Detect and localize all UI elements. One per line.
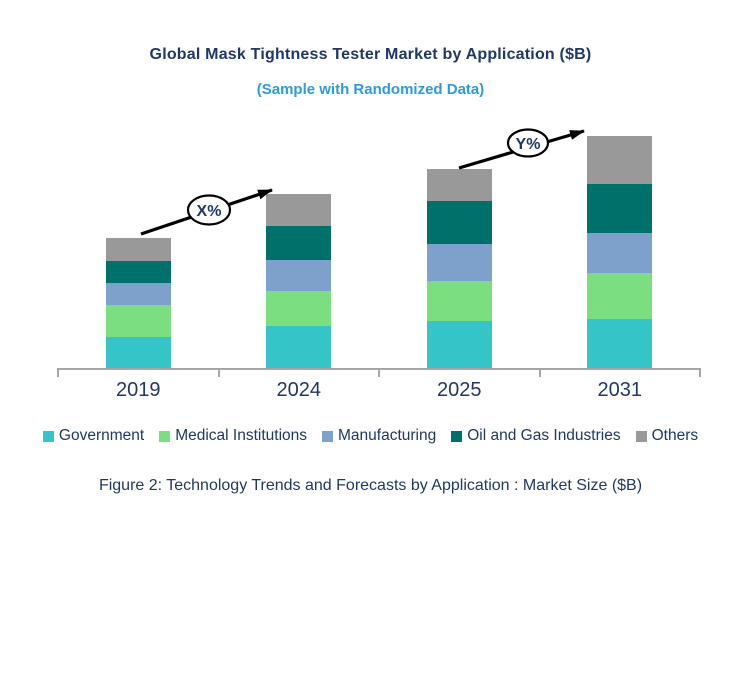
legend-swatch-icon xyxy=(159,430,171,442)
bar-segment xyxy=(105,337,171,368)
bar-segment xyxy=(105,283,171,305)
legend-item: Manufacturing xyxy=(322,427,436,445)
bars-layer xyxy=(0,110,741,410)
x-axis-labels: 2019 2024 2025 2031 xyxy=(0,110,741,410)
growth-annotation-y: Y% xyxy=(458,128,585,170)
x-axis-tick-label: 2031 xyxy=(597,379,643,401)
x-axis-tick xyxy=(699,368,701,377)
legend-item: Medical Institutions xyxy=(159,427,307,445)
legend-item: Others xyxy=(635,427,699,445)
legend-item: Government xyxy=(42,427,145,445)
bar-segment xyxy=(587,319,653,368)
chart-subtitle: (Sample with Randomized Data) xyxy=(256,81,485,98)
bar-segment xyxy=(266,326,332,368)
legend-swatch-icon xyxy=(322,430,333,442)
x-axis-tick-label: 2025 xyxy=(437,379,482,401)
figure-caption: Figure 2: Technology Trends and Forecast… xyxy=(98,477,643,494)
bar-segment xyxy=(266,260,332,291)
bar-segment xyxy=(105,305,171,337)
legend-item: Oil and Gas Industries xyxy=(451,427,621,445)
bar-segment xyxy=(105,261,171,283)
bar-segment xyxy=(426,244,492,281)
legend-label: Manufacturing xyxy=(338,427,437,444)
bar-segment xyxy=(426,281,492,321)
legend-label: Medical Institutions xyxy=(175,427,307,444)
bar-segment xyxy=(587,136,653,184)
x-axis-ticks xyxy=(0,110,741,410)
stacked-bar-chart: 2019 2024 2025 2031 X% Y% xyxy=(0,110,741,410)
bar-segment xyxy=(426,169,492,201)
bar-segment xyxy=(587,184,653,233)
legend-swatch-icon xyxy=(451,430,463,442)
bar-segment xyxy=(587,233,653,273)
bar-segment xyxy=(266,226,332,260)
legend-label: Oil and Gas Industries xyxy=(467,427,621,444)
growth-bubble-x xyxy=(186,194,232,226)
legend-swatch-icon xyxy=(42,430,54,442)
x-axis-tick-label: 2019 xyxy=(116,379,161,401)
x-axis-tick xyxy=(217,368,220,377)
x-axis-tick xyxy=(538,368,541,377)
legend-label: Government xyxy=(58,427,145,444)
legend-swatch-icon xyxy=(635,430,647,442)
growth-label-y: Y% xyxy=(516,136,541,153)
legend-label: Others xyxy=(651,427,699,444)
legend: Government Medical Institutions Manufactur… xyxy=(0,427,741,445)
bar-segment xyxy=(426,321,492,368)
bar-segment xyxy=(266,194,332,226)
bar-segment xyxy=(587,273,653,319)
growth-label-x: X% xyxy=(197,203,222,220)
x-axis-tick xyxy=(57,368,59,377)
growth-annotation-layer: X% Y% xyxy=(140,128,585,236)
chart-title: Global Mask Tightness Tester Market by A… xyxy=(149,46,592,63)
growth-bubble-y xyxy=(506,128,550,158)
bar-segment xyxy=(105,238,171,261)
growth-annotation-x: X% xyxy=(140,188,273,236)
x-axis-tick xyxy=(378,368,380,377)
bar-segment xyxy=(266,291,332,326)
x-axis-tick-label: 2024 xyxy=(276,379,322,401)
bar-segment xyxy=(426,201,492,244)
